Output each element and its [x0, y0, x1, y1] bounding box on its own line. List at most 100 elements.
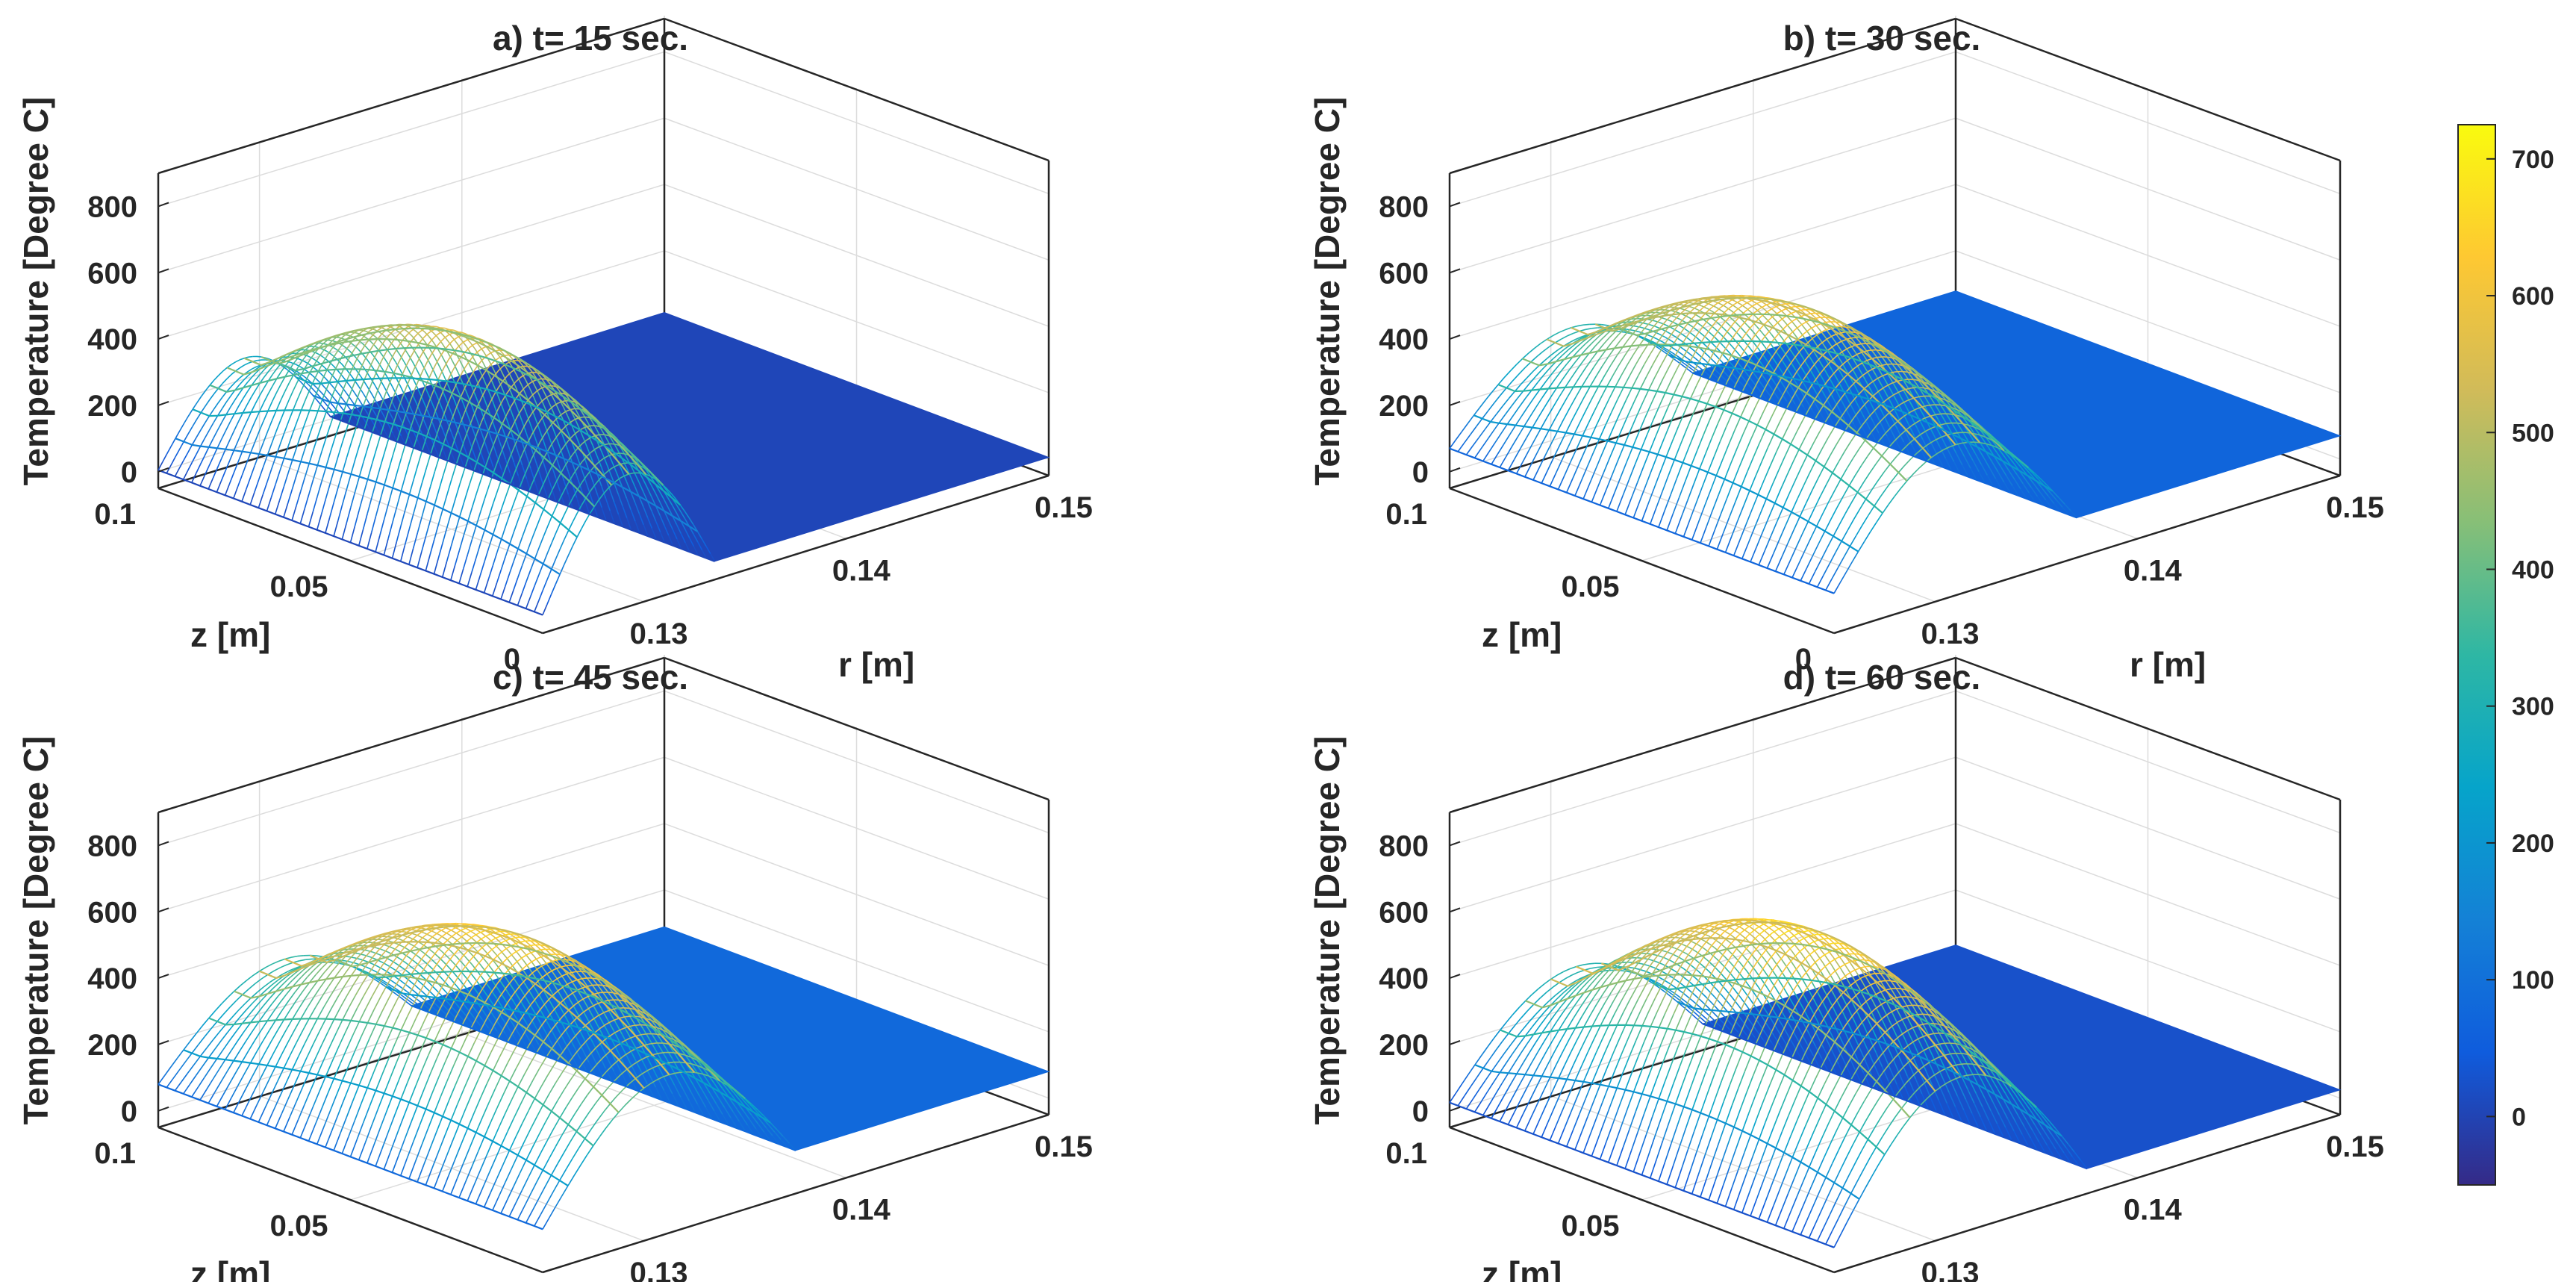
mesh-segment [1777, 456, 1786, 471]
temp-tick-mark [1449, 467, 1461, 473]
mesh-segment [1729, 384, 1737, 397]
mesh-segment [1508, 390, 1516, 399]
mesh-segment [249, 491, 255, 505]
mesh-segment [394, 975, 402, 988]
mesh-segment [1869, 349, 1876, 351]
mesh-segment [378, 350, 384, 357]
mesh-segment [505, 513, 511, 527]
mesh-segment [650, 496, 657, 506]
mesh-segment [537, 590, 544, 602]
mesh-segment [413, 464, 419, 480]
mesh-segment [508, 1018, 517, 1030]
mesh-segment [369, 352, 375, 358]
mesh-segment [354, 392, 360, 400]
mesh-segment [234, 405, 240, 414]
mesh-segment [1781, 543, 1788, 558]
mesh-segment [1820, 375, 1828, 388]
mesh-segment [1674, 316, 1681, 320]
mesh-segment [572, 537, 578, 547]
axis-line [1955, 17, 2341, 162]
mesh-segment [571, 461, 578, 476]
mesh-segment [1705, 438, 1712, 454]
mesh-segment [415, 323, 420, 326]
mesh-segment [555, 573, 561, 585]
mesh-segment [441, 561, 448, 578]
mesh-segment [1531, 382, 1538, 391]
mesh-segment [458, 978, 466, 988]
mesh-segment [422, 361, 428, 370]
mesh-segment [250, 1013, 258, 1023]
mesh-segment [212, 1069, 220, 1080]
mesh-segment [271, 432, 277, 444]
mesh-segment [430, 385, 437, 396]
mesh-segment [1901, 444, 1909, 451]
mesh-segment [209, 393, 215, 400]
mesh-segment [298, 1042, 306, 1057]
mesh-segment [263, 431, 269, 444]
mesh-segment [1844, 441, 1851, 452]
axis-line [1449, 487, 1835, 635]
mesh-segment [522, 496, 528, 508]
mesh-segment [413, 1052, 421, 1068]
mesh-segment [326, 349, 332, 356]
mesh-segment [302, 1072, 310, 1088]
mesh-segment [331, 962, 340, 971]
mesh-segment [1635, 326, 1641, 329]
mesh-segment [492, 552, 498, 566]
mesh-segment [1785, 511, 1792, 526]
mesh-segment [419, 1037, 427, 1053]
mesh-segment [1728, 361, 1736, 369]
mesh-segment [1802, 408, 1809, 421]
mesh-segment [358, 399, 364, 407]
mesh-segment [337, 504, 343, 521]
mesh-segment [554, 974, 562, 986]
mesh-segment [264, 1041, 272, 1053]
mesh-segment [1754, 333, 1762, 342]
mesh-segment [291, 505, 297, 521]
mesh-segment [330, 388, 336, 400]
mesh-segment [1893, 354, 1900, 360]
mesh-segment [655, 505, 661, 516]
mesh-segment [463, 488, 469, 503]
mesh-segment [390, 956, 398, 965]
mesh-segment [1735, 372, 1743, 385]
mesh-segment [510, 420, 516, 430]
mesh-segment [208, 1010, 216, 1019]
mesh-segment [602, 470, 608, 476]
mesh-segment [268, 365, 274, 372]
mesh-segment [1705, 307, 1712, 314]
mesh-segment [502, 944, 510, 952]
mesh-segment [598, 1055, 606, 1068]
mesh-segment [254, 1077, 262, 1091]
mesh-segment [1997, 471, 2005, 483]
mesh-segment [554, 401, 560, 411]
mesh-segment [499, 357, 505, 365]
mesh-segment [346, 954, 355, 962]
mesh-segment [539, 434, 545, 443]
mesh-segment [239, 373, 245, 379]
mesh-segment [1885, 426, 1892, 434]
mesh-segment [1835, 380, 1842, 389]
mesh-segment [334, 361, 340, 370]
mesh-segment [1747, 351, 1755, 362]
mesh-segment [1875, 374, 1883, 386]
mesh-segment [427, 972, 434, 980]
mesh-segment [493, 433, 499, 444]
mesh-segment [1567, 332, 1574, 337]
mesh-segment [1674, 517, 1682, 534]
mesh-segment [1974, 452, 1982, 464]
mesh-segment [170, 1058, 178, 1068]
mesh-segment [1840, 468, 1847, 480]
mesh-segment [1930, 452, 1938, 458]
mesh-segment [277, 1019, 285, 1031]
mesh-segment [505, 544, 511, 557]
mesh-segment [1753, 308, 1760, 314]
mesh-segment [511, 974, 518, 985]
mesh-segment [367, 380, 374, 392]
mesh-segment [238, 398, 244, 407]
mesh-segment [592, 482, 599, 496]
r-axis-label: r [m] [838, 645, 914, 684]
mesh-segment [542, 438, 548, 452]
mesh-segment [1688, 307, 1696, 314]
mesh-segment [611, 465, 617, 469]
